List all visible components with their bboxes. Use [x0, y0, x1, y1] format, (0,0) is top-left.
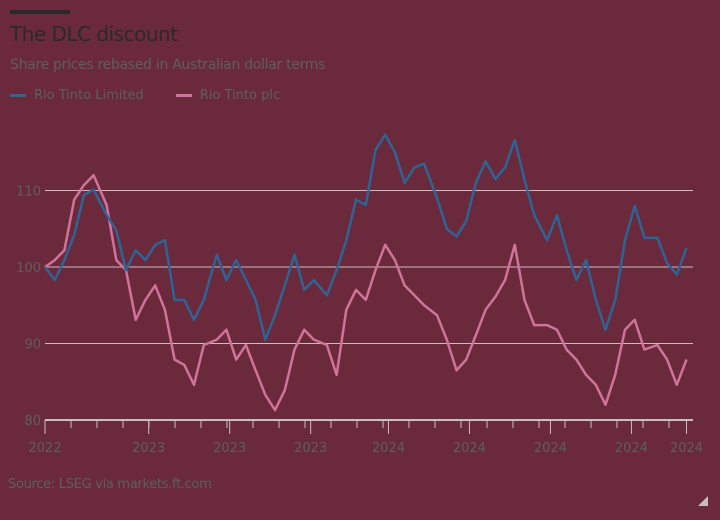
x-tick-label: 2022: [28, 441, 61, 456]
source-note: Source: LSEG via markets.ft.com: [8, 477, 212, 492]
legend-item-plc: Rio Tinto plc: [175, 88, 281, 103]
y-tick-label: 90: [24, 338, 41, 353]
legend-swatch-plc: [175, 94, 192, 97]
chart-subtitle: Share prices rebased in Australian dolla…: [10, 57, 326, 73]
legend-label: Rio Tinto plc: [199, 88, 281, 103]
y-tick-label: 80: [24, 414, 41, 429]
y-tick-label: 110: [16, 185, 41, 200]
x-tick-label: 2023: [132, 441, 165, 456]
x-tick-label: 2023: [294, 441, 327, 456]
resize-corner-icon: [698, 496, 708, 506]
x-tick-label: 2024: [453, 441, 486, 456]
x-tick-label: 2024: [670, 441, 703, 456]
legend-swatch-limited: [10, 94, 26, 97]
legend-item-limited: Rio Tinto Limited: [10, 88, 144, 103]
x-tick-label: 2024: [534, 441, 567, 456]
x-tick-label: 2024: [372, 441, 405, 456]
legend: Rio Tinto Limited Rio Tinto plc: [10, 88, 280, 103]
chart-title: The DLC discount: [10, 22, 178, 46]
header-accent-bar: [10, 10, 70, 14]
x-tick-label: 2024: [615, 441, 648, 456]
series-line-rio-tinto-limited: [43, 133, 688, 341]
x-tick-label: 2023: [213, 441, 246, 456]
y-tick-label: 100: [16, 261, 41, 276]
series-line-rio-tinto-plc: [44, 173, 688, 412]
legend-label: Rio Tinto Limited: [34, 88, 144, 103]
